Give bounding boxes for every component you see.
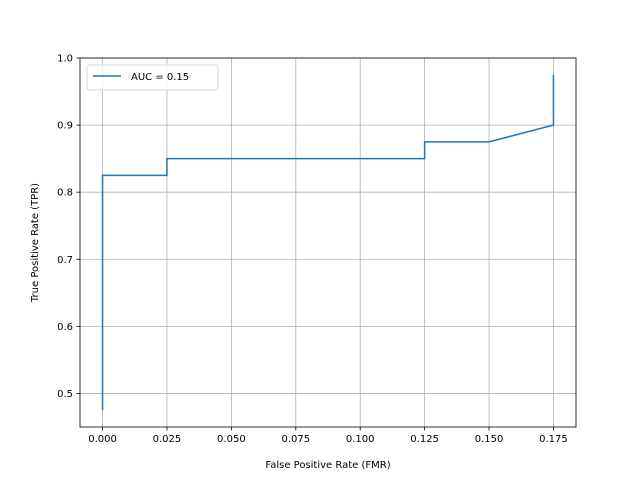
axes-frame <box>79 57 577 428</box>
x-tick-label: 0.000 <box>88 434 117 445</box>
y-tick-label: 0.5 <box>57 389 73 400</box>
x-ticks: 0.000 0.025 0.050 0.075 0.100 0.125 0.150 0.175 <box>88 427 568 445</box>
legend: AUC = 0.15 <box>86 64 219 91</box>
x-tick-label: 0.100 <box>346 434 375 445</box>
y-tick-label: 0.8 <box>57 188 73 199</box>
series-layer <box>101 74 555 411</box>
x-tick-label: 0.075 <box>281 434 310 445</box>
x-tick-label: 0.025 <box>153 434 182 445</box>
y-tick-label: 1.0 <box>57 54 73 65</box>
y-tick-label: 0.9 <box>57 121 73 132</box>
x-axis-label: False Positive Rate (FMR) <box>265 460 390 471</box>
grid <box>80 57 576 427</box>
y-tick-label: 0.6 <box>57 322 73 333</box>
roc-curve-line <box>101 74 555 411</box>
legend-box <box>86 64 219 91</box>
x-tick-label: 0.150 <box>475 434 504 445</box>
x-tick-label: 0.050 <box>217 434 246 445</box>
y-tick-label: 0.7 <box>57 255 73 266</box>
x-tick-label: 0.175 <box>539 434 568 445</box>
x-tick-label: 0.125 <box>410 434 439 445</box>
legend-entry-label: AUC = 0.15 <box>131 72 189 83</box>
y-axis-label: True Positive Rate (TPR) <box>30 183 41 303</box>
y-ticks: 0.5 0.6 0.7 0.8 0.9 1.0 <box>57 54 80 400</box>
